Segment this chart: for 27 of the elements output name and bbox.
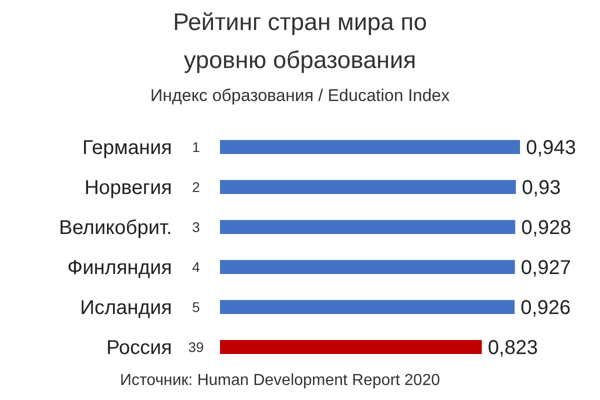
y-tick-label: Россия: [106, 337, 172, 359]
bar: [220, 180, 516, 194]
y-tick-label: Исландия: [80, 297, 172, 319]
data-label: 0,926: [520, 297, 571, 320]
bar: [220, 300, 515, 314]
text: 2: [192, 179, 200, 195]
text: 1: [192, 139, 200, 155]
text: 5: [192, 299, 200, 315]
data-label: 0,928: [521, 217, 572, 240]
text: 39: [188, 339, 204, 355]
text: Источник: Human Development Report 2020: [120, 372, 440, 390]
y-tick-label: Великобрит.: [59, 217, 172, 239]
chart-title: Рейтинг стран мира по уровню образования: [172, 8, 428, 76]
bar: [220, 340, 482, 354]
text: 3: [192, 219, 200, 235]
data-label: 0,943: [526, 137, 576, 160]
y-tick-label: Германия: [82, 137, 172, 159]
data-label: 0,823: [488, 337, 538, 360]
bar: [220, 140, 520, 154]
data-label: 0,927: [520, 257, 571, 280]
bar: [220, 260, 515, 274]
y-tick-label: Норвегия: [84, 177, 172, 199]
data-label: 0,93: [522, 177, 561, 200]
y-tick-label: Финляндия: [67, 257, 172, 279]
bar: [220, 220, 516, 234]
chart-subtitle: Индекс образования / Education Index: [149, 86, 451, 106]
text: 4: [192, 259, 200, 275]
